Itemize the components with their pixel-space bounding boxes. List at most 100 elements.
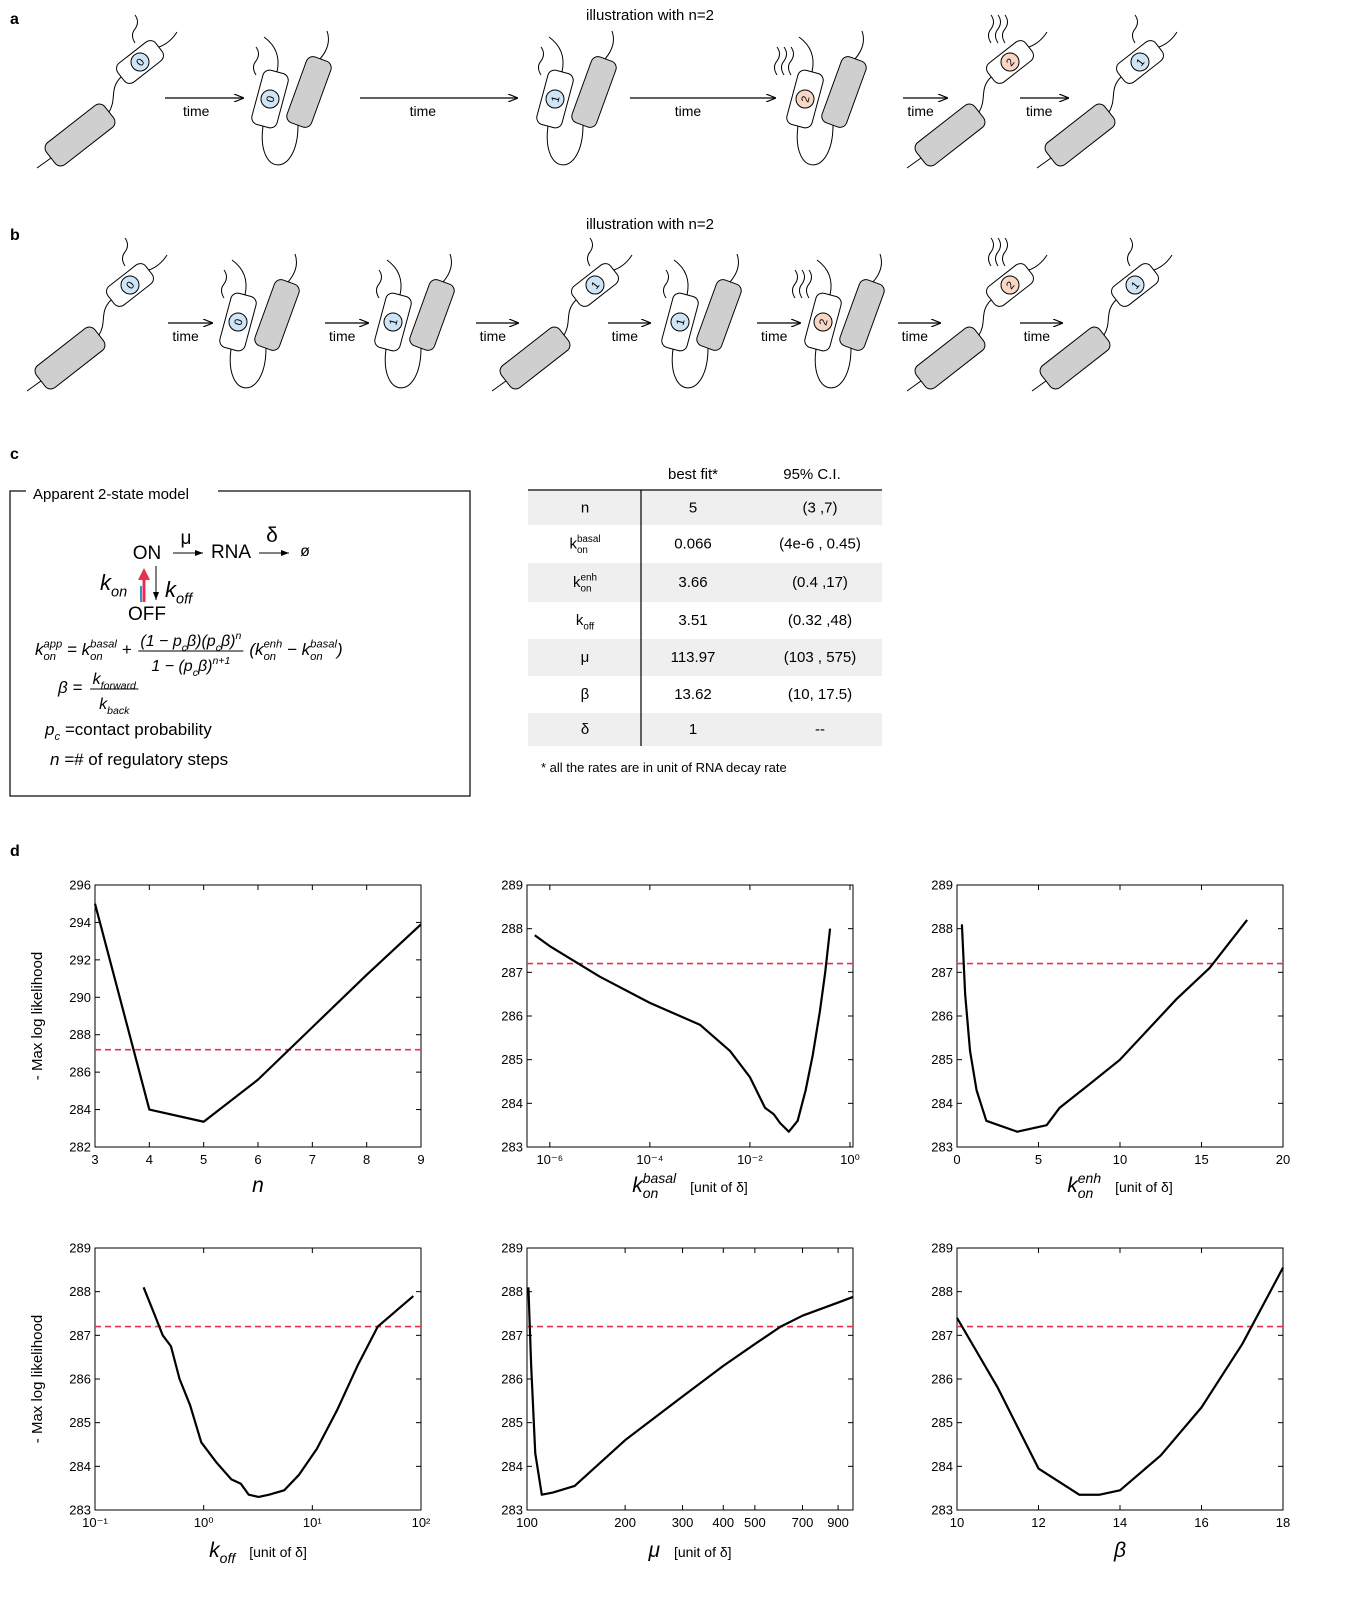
y-tick-label: 289 [501, 878, 523, 893]
x-tick-label: 9 [417, 1152, 424, 1167]
x-tick-label: 400 [712, 1515, 734, 1530]
dna-loop [814, 347, 852, 389]
dna-strand [98, 299, 112, 336]
time-label: time [183, 103, 210, 119]
text-segment: contact probability [75, 720, 213, 739]
activity-wiggle [538, 46, 544, 76]
y-tick-label: 286 [501, 1009, 523, 1024]
rich-text: δ [581, 721, 589, 738]
dna-strand [263, 36, 279, 73]
table-row-bg [528, 491, 882, 525]
rich-text: (konenh − konbasal) [249, 638, 342, 663]
text-segment: on [111, 585, 127, 601]
looped-conformation: 0 [251, 30, 332, 166]
table-cell: 1 [689, 721, 697, 738]
dna-strand [1028, 254, 1048, 271]
state-badge [260, 89, 280, 109]
x-tick-label: 20 [1276, 1152, 1290, 1167]
open-conformation: 0 [26, 237, 168, 392]
enhancer-block [914, 326, 986, 390]
rich-text: β [581, 686, 590, 703]
panel-label: a [10, 11, 19, 28]
y-tick-label: 287 [931, 965, 953, 980]
time-label: time [902, 328, 929, 344]
activity-wiggle [781, 46, 787, 76]
dna-loop [796, 124, 834, 166]
axis-symbol-sup: basal [643, 1170, 677, 1186]
activity-wiggle [792, 269, 798, 299]
dna-loop [546, 124, 584, 166]
text-segment: ) [335, 640, 343, 659]
time-label: time [907, 103, 934, 119]
state-number: 1 [387, 318, 400, 327]
enhancer-block [44, 103, 116, 167]
data-line [956, 1267, 1284, 1496]
data-line [93, 903, 422, 1123]
y-tick-label: 284 [501, 1459, 523, 1474]
rich-text: koff [576, 612, 595, 633]
panel-label: b [10, 227, 20, 244]
y-tick-label: 288 [501, 1284, 523, 1299]
state-badge [585, 275, 605, 295]
table-cell: (0.32 ,48) [788, 612, 852, 629]
x-tick-label: 500 [744, 1515, 766, 1530]
dna-strand [1103, 299, 1117, 336]
table-row-bg [528, 639, 882, 676]
text-segment: c [193, 667, 199, 679]
model-title: Apparent 2-state model [33, 486, 189, 503]
dna-strand [491, 380, 507, 392]
x-tick-label: 10 [1113, 1152, 1127, 1167]
open-conformation: 1 [1036, 14, 1178, 169]
state-number: 2 [799, 95, 812, 104]
y-tick-label: 282 [69, 1140, 91, 1155]
activity-wiggle [253, 46, 259, 76]
open-conformation: 0 [36, 14, 178, 169]
text-segment: enh [264, 638, 283, 650]
time-label: time [172, 328, 199, 344]
y-tick-label: 287 [931, 1328, 953, 1343]
y-tick-label: 287 [501, 1328, 523, 1343]
dna-strand [1153, 254, 1173, 271]
text-segment: + [117, 640, 136, 659]
axis-symbol: β [1113, 1539, 1126, 1562]
enhancer-block [571, 56, 617, 128]
axis-symbol: k [209, 1539, 221, 1562]
looped-conformation: 1 [374, 253, 455, 389]
dna-strand [442, 253, 452, 283]
x-tick-label: 100 [516, 1515, 538, 1530]
activity-wiggle [988, 237, 994, 267]
enhancer-block [1044, 103, 1116, 167]
y-tick-label: 283 [931, 1140, 953, 1155]
data-line [960, 919, 1249, 1133]
rich-text: konenh [573, 572, 597, 594]
panel-label: c [10, 446, 19, 463]
axis-unit: [unit of δ] [674, 1544, 732, 1560]
text-segment: (k [249, 640, 265, 659]
x-tick-label: 10 [950, 1515, 964, 1530]
activity-wiggle [221, 269, 227, 299]
state-badge [670, 312, 690, 332]
text-segment: k [569, 536, 577, 553]
y-tick-label: 288 [69, 1284, 91, 1299]
text-segment: basal [577, 534, 601, 545]
table-cell: (4e-6 , 0.45) [779, 536, 861, 553]
dna-strand [386, 259, 402, 296]
text-segment: δ [581, 721, 589, 738]
dna-loop [671, 347, 709, 389]
dna-strand [287, 253, 297, 283]
table-row-bg [528, 563, 882, 602]
dna-strand [319, 30, 329, 60]
time-label: time [480, 328, 507, 344]
dna-strand [729, 253, 739, 283]
text-segment: k [93, 671, 102, 688]
looped-conformation: 2 [792, 253, 885, 389]
state-number: 0 [264, 95, 277, 104]
y-tick-label: 286 [501, 1372, 523, 1387]
rich-text: pc =contact probability [44, 720, 212, 743]
activity-wiggle [132, 14, 138, 44]
activity-wiggle [988, 14, 994, 44]
time-label: time [761, 328, 788, 344]
table-cell: (0.4 ,17) [792, 574, 848, 591]
state-badge [795, 89, 815, 109]
